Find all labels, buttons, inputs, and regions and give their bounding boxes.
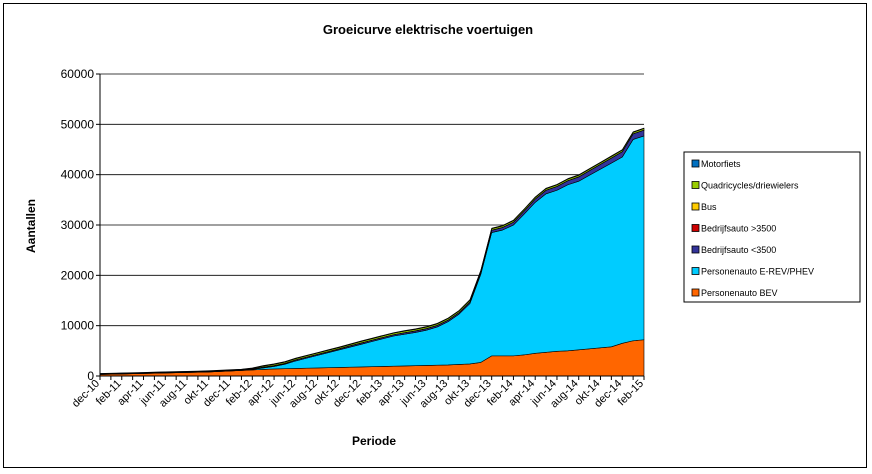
legend-swatch <box>691 159 700 168</box>
legend-swatch <box>691 245 700 254</box>
legend-label: Bus <box>701 202 717 212</box>
y-axis-label: Aantallen <box>24 199 38 253</box>
x-axis-label: Periode <box>352 434 396 448</box>
legend-label: Personenauto BEV <box>701 288 778 298</box>
legend-label: Personenauto E-REV/PHEV <box>701 267 814 277</box>
y-tick-label: 20000 <box>61 268 95 282</box>
y-tick-label: 60000 <box>61 67 95 81</box>
y-tick-label: 50000 <box>61 117 95 131</box>
area-motorfiets <box>99 127 645 374</box>
y-tick-labels: 0 10000 20000 30000 40000 50000 60000 <box>61 67 95 383</box>
legend-swatch <box>691 181 700 189</box>
legend: Motorfiets Quadricycles/driewielers Bus Bed… <box>683 151 861 303</box>
chart-svg: Groeicurve elektrische voertuigen Aantal… <box>24 22 861 448</box>
legend-label: Motorfiets <box>701 159 741 169</box>
legend-swatch <box>691 202 700 211</box>
legend-label: Bedrijfsauto >3500 <box>701 224 776 234</box>
y-tick-label: 40000 <box>61 168 95 182</box>
axes <box>96 73 645 380</box>
legend-swatch <box>691 224 700 232</box>
legend-swatch <box>691 267 700 275</box>
chart-frame: Groeicurve elektrische voertuigen Aantal… <box>3 3 867 468</box>
y-tick-label: 10000 <box>61 319 95 333</box>
plot-areas <box>99 127 645 377</box>
x-tick-labels: dec-10feb-11apr-11jun-11aug-11okt-11dec-… <box>70 378 646 411</box>
y-tick-label: 30000 <box>61 218 95 232</box>
y-tick-label: 0 <box>87 369 94 383</box>
legend-label: Bedrijfsauto <3500 <box>701 245 776 255</box>
legend-box <box>683 151 861 303</box>
legend-label: Quadricycles/driewielers <box>701 181 799 191</box>
x-tick-label: dec-10 <box>70 378 102 410</box>
chart-title: Groeicurve elektrische voertuigen <box>323 22 533 37</box>
legend-swatch <box>691 288 700 297</box>
